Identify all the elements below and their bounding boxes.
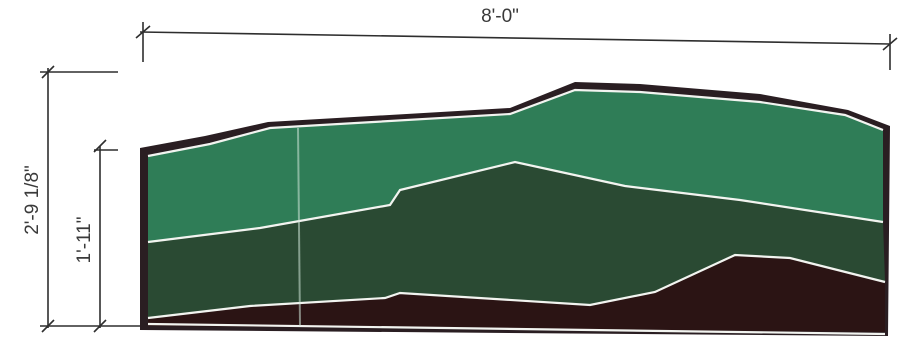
- base-edge: [147, 322, 886, 336]
- width-right-slash: [882, 37, 898, 51]
- lower-height-top-slash: [93, 139, 107, 153]
- total-height-label: 2'-9 1/8": [22, 165, 43, 235]
- middle-band: [148, 162, 885, 318]
- total-height-bottom-slash: [41, 319, 55, 333]
- lower-height-bottom-slash: [93, 319, 107, 333]
- total-height-top-slash: [41, 65, 55, 79]
- upper-middle-edge: [147, 160, 884, 244]
- width-left-slash: [135, 25, 151, 39]
- lower-height-dimension: 1'-11": [74, 139, 118, 333]
- elevation-shape: [140, 82, 890, 336]
- bottom-band: [148, 255, 885, 332]
- middle-bottom-edge: [147, 253, 886, 320]
- total-height-dimension: 2'-9 1/8": [22, 65, 140, 333]
- upper-top-edge: [147, 88, 884, 158]
- width-label: 8'-0": [481, 6, 519, 27]
- lower-height-label: 1'-11": [74, 217, 95, 264]
- width-dimension: 8'-0": [135, 6, 898, 70]
- scan-artifact-line: [297, 127, 301, 327]
- upper-band: [148, 90, 883, 242]
- width-dimension-line: [139, 31, 891, 45]
